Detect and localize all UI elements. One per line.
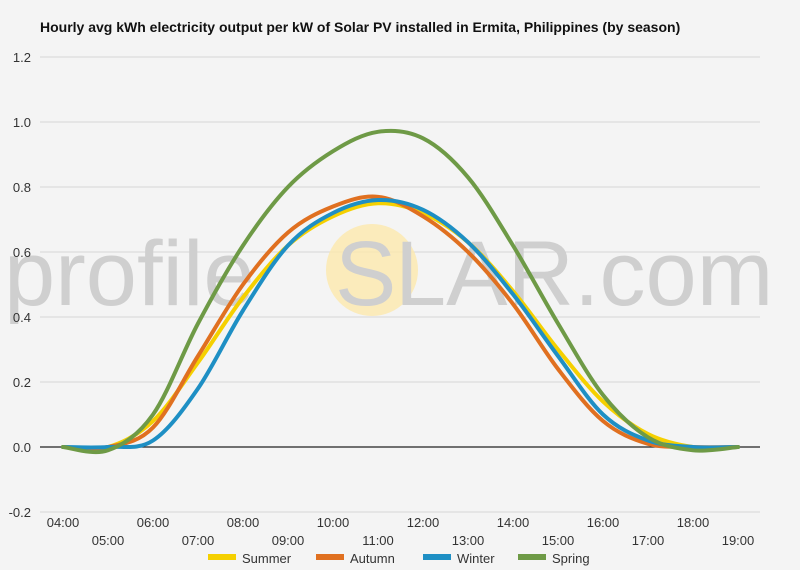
x-tick-label: 16:00	[587, 515, 620, 530]
x-tick-label: 11:00	[362, 533, 394, 548]
legend-swatch-winter	[423, 554, 451, 560]
x-tick-label: 07:00	[182, 533, 215, 548]
y-tick-label: 0.0	[13, 440, 31, 455]
legend-swatch-autumn	[316, 554, 344, 560]
y-tick-label: -0.2	[9, 505, 31, 520]
x-tick-label: 13:00	[452, 533, 485, 548]
legend-label-autumn: Autumn	[350, 551, 395, 566]
x-tick-label: 05:00	[92, 533, 125, 548]
watermark-text-right: LAR.com	[395, 223, 773, 325]
y-tick-label: 1.2	[13, 50, 31, 65]
x-tick-label: 17:00	[632, 533, 665, 548]
x-tick-label: 18:00	[677, 515, 710, 530]
y-tick-label: 0.2	[13, 375, 31, 390]
legend-label-summer: Summer	[242, 551, 292, 566]
y-tick-label: 0.6	[13, 245, 31, 260]
x-tick-label: 09:00	[272, 533, 305, 548]
y-tick-label: 0.4	[13, 310, 31, 325]
series-line-winter	[61, 197, 740, 450]
chart-title: Hourly avg kWh electricity output per kW…	[40, 19, 681, 35]
x-tick-label: 15:00	[542, 533, 575, 548]
y-tick-label: 1.0	[13, 115, 31, 130]
x-tick-label: 19:00	[722, 533, 755, 548]
y-tick-label: 0.8	[13, 180, 31, 195]
x-tick-label: 08:00	[227, 515, 260, 530]
legend-label-spring: Spring	[552, 551, 590, 566]
x-tick-label: 04:00	[47, 515, 80, 530]
legend-label-winter: Winter	[457, 551, 495, 566]
watermark-sun-icon	[326, 224, 418, 316]
legend-swatch-summer	[208, 554, 236, 560]
watermark-text-left: profile	[4, 223, 255, 325]
x-tick-label: 06:00	[137, 515, 170, 530]
series-line-spring	[61, 128, 740, 455]
x-tick-label: 12:00	[407, 515, 440, 530]
x-tick-label: 14:00	[497, 515, 530, 530]
x-tick-label: 10:00	[317, 515, 350, 530]
legend-swatch-spring	[518, 554, 546, 560]
watermark-text-sun-letter: S	[335, 223, 396, 325]
